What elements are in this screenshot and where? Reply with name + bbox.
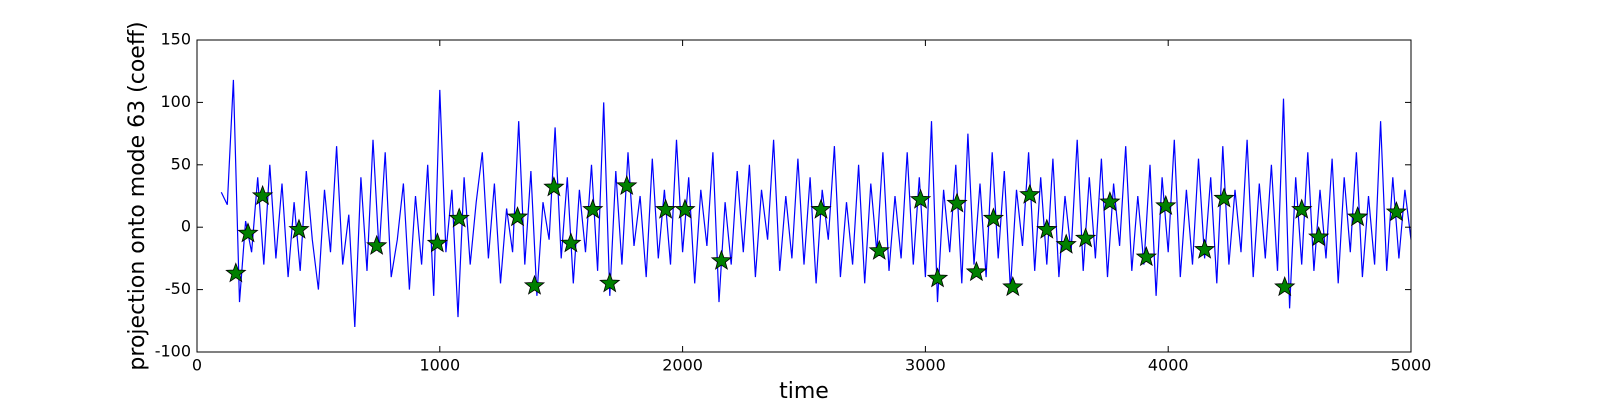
- star-marker: [237, 222, 259, 243]
- star-marker: [616, 174, 638, 196]
- star-marker: [288, 218, 310, 239]
- y-tick-label: -100: [155, 342, 191, 361]
- star-marker: [582, 198, 604, 219]
- star-marker: [1274, 275, 1296, 297]
- star-marker: [1155, 194, 1177, 216]
- star-marker: [965, 260, 987, 282]
- star-marker: [868, 239, 890, 260]
- y-tick-label: -50: [165, 279, 191, 298]
- star-marker: [946, 192, 968, 213]
- star-marker: [366, 234, 388, 255]
- star-marker: [655, 198, 677, 219]
- star-marker: [926, 267, 949, 288]
- star-marker: [1055, 233, 1077, 254]
- y-tick-label: 0: [181, 217, 191, 236]
- x-tick-label: 3000: [905, 356, 946, 375]
- star-marker: [909, 188, 932, 209]
- star-marker: [1036, 218, 1058, 239]
- x-tick-label: 5000: [1391, 356, 1432, 375]
- x-tick-label: 0: [192, 356, 202, 375]
- y-axis-label: projection onto mode 63 (coeff): [125, 21, 150, 370]
- star-marker: [710, 249, 733, 270]
- star-marker: [1308, 226, 1330, 247]
- star-marker: [1099, 191, 1121, 212]
- plot-area: [197, 40, 1411, 352]
- star-marker: [1347, 206, 1369, 227]
- star-marker: [506, 206, 529, 227]
- star-marker: [1075, 227, 1097, 248]
- star-marker: [225, 262, 247, 283]
- star-marker: [448, 207, 470, 228]
- star-marker: [1002, 275, 1024, 297]
- y-tick-label: 50: [171, 154, 191, 173]
- x-axis-label: time: [779, 379, 829, 400]
- star-marker: [1213, 187, 1235, 208]
- star-marker: [982, 207, 1004, 228]
- star-marker: [1194, 238, 1216, 259]
- x-tick-label: 1000: [419, 356, 460, 375]
- star-marker: [674, 198, 696, 219]
- y-tick-label: 150: [160, 30, 191, 49]
- star-marker: [543, 176, 565, 197]
- star-marker: [560, 232, 582, 253]
- data-line: [220, 79, 1412, 328]
- star-marker: [810, 198, 832, 219]
- star-marker: [426, 232, 448, 253]
- star-marker: [523, 274, 546, 295]
- x-tick-label: 4000: [1148, 356, 1189, 375]
- star-marker: [1291, 198, 1313, 219]
- star-marker: [599, 272, 621, 293]
- star-marker: [1019, 183, 1041, 204]
- x-tick-label: 2000: [662, 356, 703, 375]
- star-marker: [251, 184, 274, 206]
- star-marker: [1135, 246, 1158, 267]
- marks: [220, 79, 1412, 328]
- star-marker: [1385, 201, 1407, 222]
- y-tick-label: 100: [160, 92, 191, 111]
- plot-frame: [196, 39, 1412, 353]
